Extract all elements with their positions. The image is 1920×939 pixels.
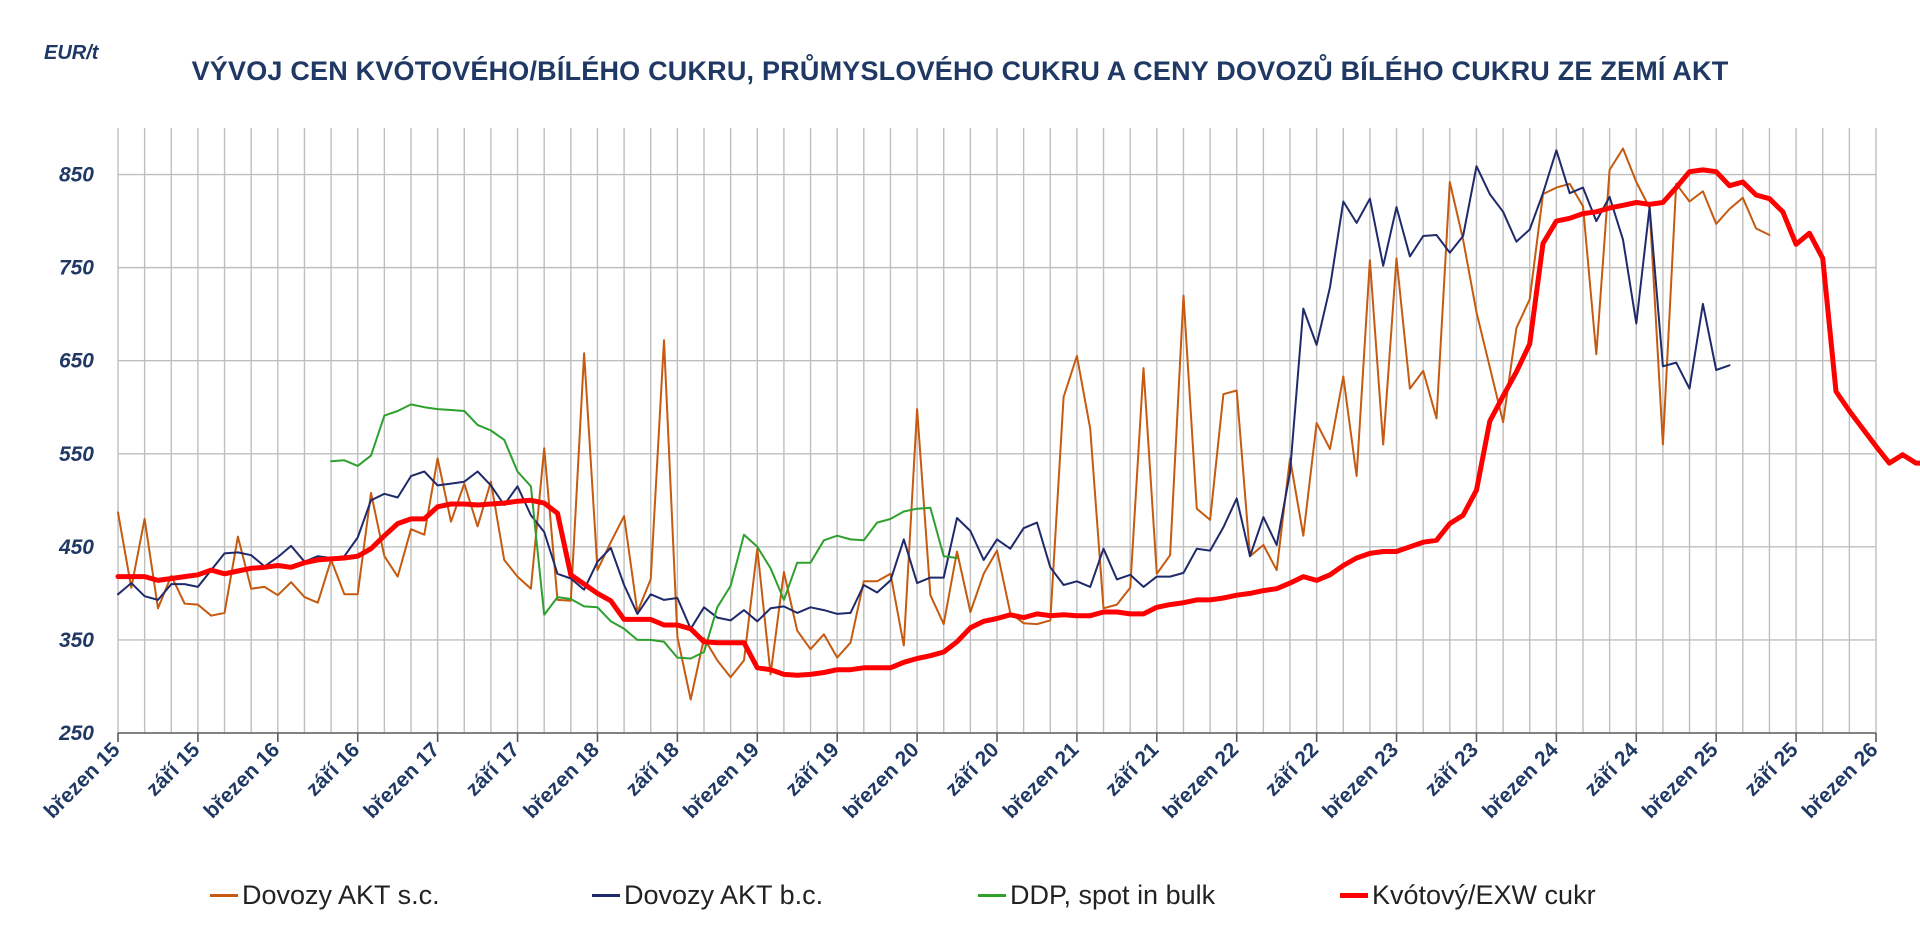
x-tick-label: březen 23	[1318, 738, 1403, 823]
x-tick-label: březen 15	[40, 738, 125, 823]
x-tick-label: březen 26	[1798, 738, 1883, 823]
y-tick-label: 450	[58, 536, 94, 559]
x-tick-label: březen 19	[679, 738, 764, 823]
legend-label: Dovozy AKT b.c.	[624, 880, 824, 910]
x-tick-label: září 20	[941, 738, 1004, 801]
legend-swatch	[210, 894, 238, 897]
x-tick-label: září 16	[302, 738, 365, 801]
x-tick-label: březen 20	[839, 738, 924, 823]
x-tick-label: březen 18	[519, 738, 604, 823]
series-line-0	[117, 147, 1771, 701]
legend-swatch	[592, 894, 620, 897]
x-tick-label: březen 24	[1478, 738, 1563, 823]
legend-item: Dovozy AKT s.c.	[210, 880, 440, 911]
x-tick-label: září 19	[781, 738, 844, 801]
x-tick-label: březen 21	[999, 738, 1084, 823]
chart-title: VÝVOJ CEN KVÓTOVÉHO/BÍLÉHO CUKRU, PRŮMYS…	[191, 56, 1729, 86]
y-tick-label: 850	[59, 164, 94, 187]
legend-swatch	[1340, 893, 1368, 898]
series-line-3	[115, 167, 1920, 678]
unit-label: EUR/t	[44, 42, 99, 64]
x-tick-label: září 23	[1420, 738, 1483, 801]
legend-item: DDP, spot in bulk	[978, 880, 1215, 911]
x-tick-label: září 15	[142, 738, 205, 801]
x-tick-label: září 24	[1580, 738, 1643, 801]
y-tick-label: 350	[59, 629, 94, 652]
legend-item: Dovozy AKT b.c.	[592, 880, 823, 911]
x-tick-label: březen 16	[200, 738, 285, 823]
legend-item: Kvótový/EXW cukr	[1340, 880, 1596, 911]
y-tick-label: 550	[59, 443, 94, 466]
x-tick-label: září 17	[462, 738, 525, 801]
x-tick-label: září 21	[1101, 738, 1164, 801]
x-tick-label: březen 25	[1638, 738, 1723, 823]
x-tick-label: září 18	[621, 738, 684, 801]
legend: Dovozy AKT s.c. Dovozy AKT b.c. DDP, spot …	[210, 880, 1710, 916]
x-tick-label: září 25	[1740, 738, 1803, 801]
x-tick-label: září 22	[1261, 738, 1324, 801]
legend-label: DDP, spot in bulk	[1010, 880, 1216, 910]
y-tick-label: 750	[59, 257, 94, 280]
x-tick-label: březen 17	[359, 738, 444, 823]
series-line-1	[117, 149, 1731, 630]
y-tick-label: 250	[58, 722, 94, 745]
legend-label: Kvótový/EXW cukr	[1372, 880, 1596, 910]
legend-label: Dovozy AKT s.c.	[242, 880, 440, 910]
series-line-2	[330, 403, 958, 660]
y-tick-label: 650	[59, 350, 94, 373]
x-tick-label: březen 22	[1158, 738, 1243, 823]
legend-swatch	[978, 894, 1006, 897]
